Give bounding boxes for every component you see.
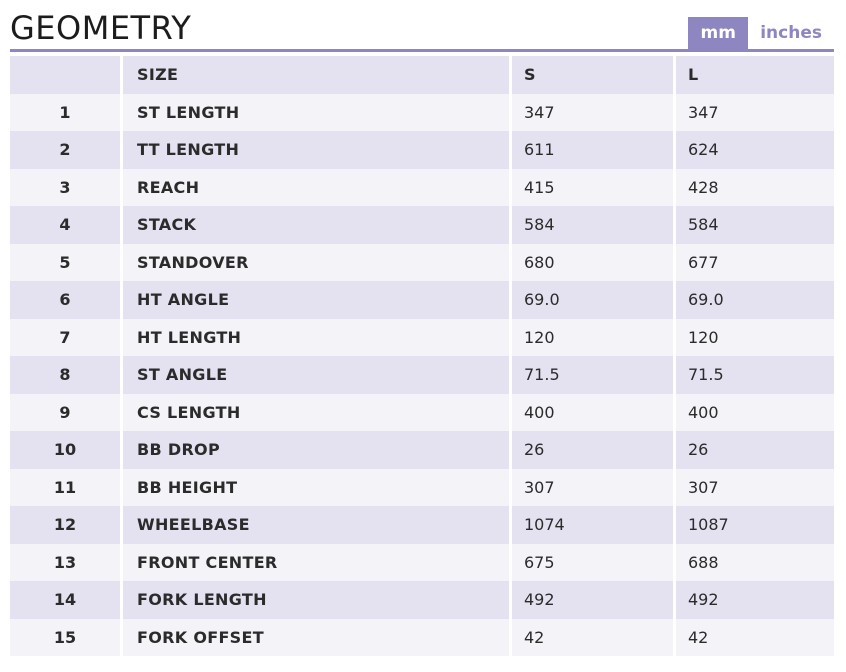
measurement-name: FORK OFFSET (123, 618, 512, 656)
row-number: 7 (10, 318, 123, 356)
geometry-header: GEOMETRY mm inches (10, 0, 834, 52)
measurement-name: FORK LENGTH (123, 581, 512, 619)
row-number: 11 (10, 468, 123, 506)
measurement-name: REACH (123, 168, 512, 206)
table-row: 2 TT LENGTH 611 624 (10, 131, 834, 169)
value-size-s: 584 (512, 206, 676, 244)
row-number: 15 (10, 618, 123, 656)
row-number: 13 (10, 543, 123, 581)
row-number: 14 (10, 581, 123, 619)
row-number: 9 (10, 393, 123, 431)
column-header-s: S (512, 56, 676, 94)
table-row: 13 FRONT CENTER 675 688 (10, 543, 834, 581)
table-row: 8 ST ANGLE 71.5 71.5 (10, 356, 834, 394)
column-header-number (10, 56, 123, 94)
value-size-l: 584 (676, 206, 834, 244)
table-row: 5 STANDOVER 680 677 (10, 243, 834, 281)
value-size-s: 120 (512, 318, 676, 356)
value-size-l: 307 (676, 468, 834, 506)
row-number: 5 (10, 243, 123, 281)
page-title: GEOMETRY (10, 9, 192, 47)
table-row: 9 CS LENGTH 400 400 (10, 393, 834, 431)
value-size-s: 42 (512, 618, 676, 656)
measurement-name: BB DROP (123, 431, 512, 469)
unit-inches-button[interactable]: inches (760, 23, 822, 43)
value-size-s: 347 (512, 93, 676, 131)
measurement-name: TT LENGTH (123, 131, 512, 169)
table-row: 7 HT LENGTH 120 120 (10, 318, 834, 356)
row-number: 3 (10, 168, 123, 206)
value-size-l: 624 (676, 131, 834, 169)
unit-toggle: mm inches (688, 17, 834, 49)
column-header-size: SIZE (123, 56, 512, 94)
value-size-s: 71.5 (512, 356, 676, 394)
measurement-name: CS LENGTH (123, 393, 512, 431)
measurement-name: WHEELBASE (123, 506, 512, 544)
value-size-l: 400 (676, 393, 834, 431)
value-size-l: 71.5 (676, 356, 834, 394)
geometry-table: SIZE S L 1 ST LENGTH 347 347 2 TT LENGTH 611 62… (10, 56, 834, 656)
value-size-s: 26 (512, 431, 676, 469)
value-size-l: 1087 (676, 506, 834, 544)
row-number: 8 (10, 356, 123, 394)
value-size-s: 675 (512, 543, 676, 581)
row-number: 1 (10, 93, 123, 131)
value-size-l: 688 (676, 543, 834, 581)
column-header-l: L (676, 56, 834, 94)
measurement-name: STACK (123, 206, 512, 244)
table-row: 6 HT ANGLE 69.0 69.0 (10, 281, 834, 319)
row-number: 4 (10, 206, 123, 244)
value-size-l: 69.0 (676, 281, 834, 319)
value-size-s: 307 (512, 468, 676, 506)
value-size-s: 415 (512, 168, 676, 206)
value-size-l: 492 (676, 581, 834, 619)
value-size-s: 492 (512, 581, 676, 619)
row-number: 2 (10, 131, 123, 169)
measurement-name: FRONT CENTER (123, 543, 512, 581)
value-size-l: 120 (676, 318, 834, 356)
value-size-l: 677 (676, 243, 834, 281)
table-header-row: SIZE S L (10, 56, 834, 94)
table-row: 3 REACH 415 428 (10, 168, 834, 206)
table-row: 15 FORK OFFSET 42 42 (10, 618, 834, 656)
value-size-s: 1074 (512, 506, 676, 544)
row-number: 6 (10, 281, 123, 319)
row-number: 12 (10, 506, 123, 544)
unit-mm-button[interactable]: mm (688, 17, 749, 49)
table-row: 10 BB DROP 26 26 (10, 431, 834, 469)
table-row: 1 ST LENGTH 347 347 (10, 93, 834, 131)
table-row: 12 WHEELBASE 1074 1087 (10, 506, 834, 544)
value-size-s: 680 (512, 243, 676, 281)
measurement-name: ST ANGLE (123, 356, 512, 394)
measurement-name: STANDOVER (123, 243, 512, 281)
value-size-s: 69.0 (512, 281, 676, 319)
value-size-l: 26 (676, 431, 834, 469)
value-size-s: 400 (512, 393, 676, 431)
value-size-l: 428 (676, 168, 834, 206)
measurement-name: ST LENGTH (123, 93, 512, 131)
table-row: 11 BB HEIGHT 307 307 (10, 468, 834, 506)
value-size-l: 42 (676, 618, 834, 656)
measurement-name: HT LENGTH (123, 318, 512, 356)
table-row: 14 FORK LENGTH 492 492 (10, 581, 834, 619)
value-size-l: 347 (676, 93, 834, 131)
measurement-name: HT ANGLE (123, 281, 512, 319)
row-number: 10 (10, 431, 123, 469)
measurement-name: BB HEIGHT (123, 468, 512, 506)
table-row: 4 STACK 584 584 (10, 206, 834, 244)
value-size-s: 611 (512, 131, 676, 169)
